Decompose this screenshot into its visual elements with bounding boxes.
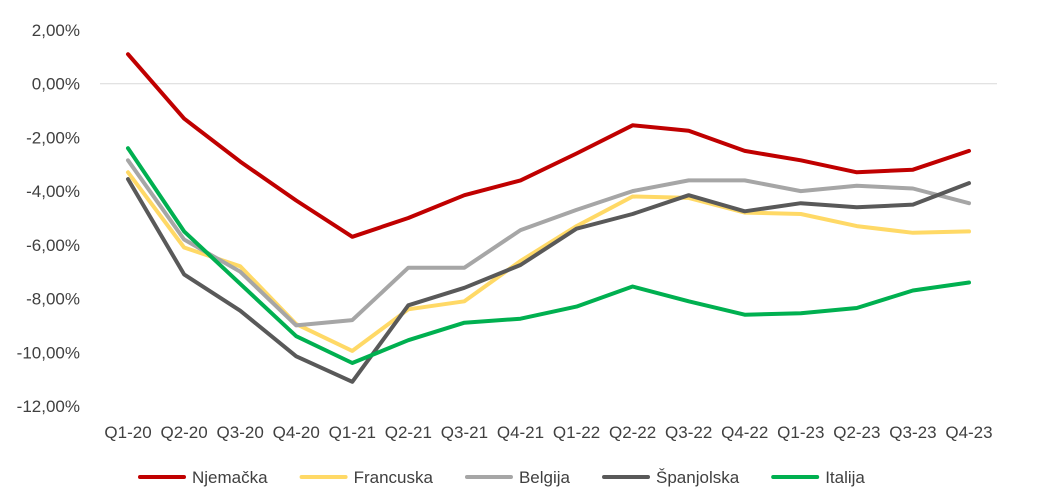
legend-label: Njemačka [192, 468, 268, 487]
legend: Njemačka Francuska Belgija Španjolska Italij… [138, 468, 865, 487]
y-tick-label: -8,00% [26, 290, 80, 309]
y-tick-label: -10,00% [17, 343, 80, 362]
y-tick-label: -12,00% [17, 397, 80, 416]
legend-label: Francuska [354, 468, 434, 487]
x-tick-label: Q2-20 [160, 423, 207, 442]
x-tick-label: Q3-20 [217, 423, 264, 442]
x-tick-label: Q4-23 [945, 423, 992, 442]
x-tick-label: Q3-21 [441, 423, 488, 442]
series-line [126, 146, 971, 365]
legend-label: Italija [825, 468, 865, 487]
x-tick-label: Q4-22 [721, 423, 768, 442]
x-tick-label: Q1-23 [777, 423, 824, 442]
series-line [126, 52, 971, 239]
x-tick-label: Q2-21 [385, 423, 432, 442]
x-tick-label: Q3-22 [665, 423, 712, 442]
x-axis: Q1-20 Q2-20 Q3-20 Q4-20 Q1-21 Q2-21 Q3-21 Q4-21… [104, 423, 992, 442]
x-tick-label: Q4-21 [497, 423, 544, 442]
series-line [126, 170, 971, 353]
x-tick-label: Q1-22 [553, 423, 600, 442]
series-lines [126, 52, 971, 384]
y-axis: 2,00% 0,00% -2,00% -4,00% -6,00% -8,00% -10,00… [17, 21, 80, 416]
y-tick-label: -6,00% [26, 236, 80, 255]
x-tick-label: Q4-20 [273, 423, 320, 442]
x-tick-label: Q2-23 [833, 423, 880, 442]
legend-label: Belgija [519, 468, 571, 487]
series-line [126, 177, 971, 384]
y-tick-label: -2,00% [26, 128, 80, 147]
y-tick-label: 0,00% [32, 75, 80, 94]
x-tick-label: Q1-21 [329, 423, 376, 442]
series-line [126, 158, 971, 328]
x-tick-label: Q2-22 [609, 423, 656, 442]
x-tick-label: Q1-20 [104, 423, 151, 442]
x-tick-label: Q3-23 [889, 423, 936, 442]
y-tick-label: -4,00% [26, 182, 80, 201]
y-tick-label: 2,00% [32, 21, 80, 40]
legend-label: Španjolska [656, 468, 740, 487]
